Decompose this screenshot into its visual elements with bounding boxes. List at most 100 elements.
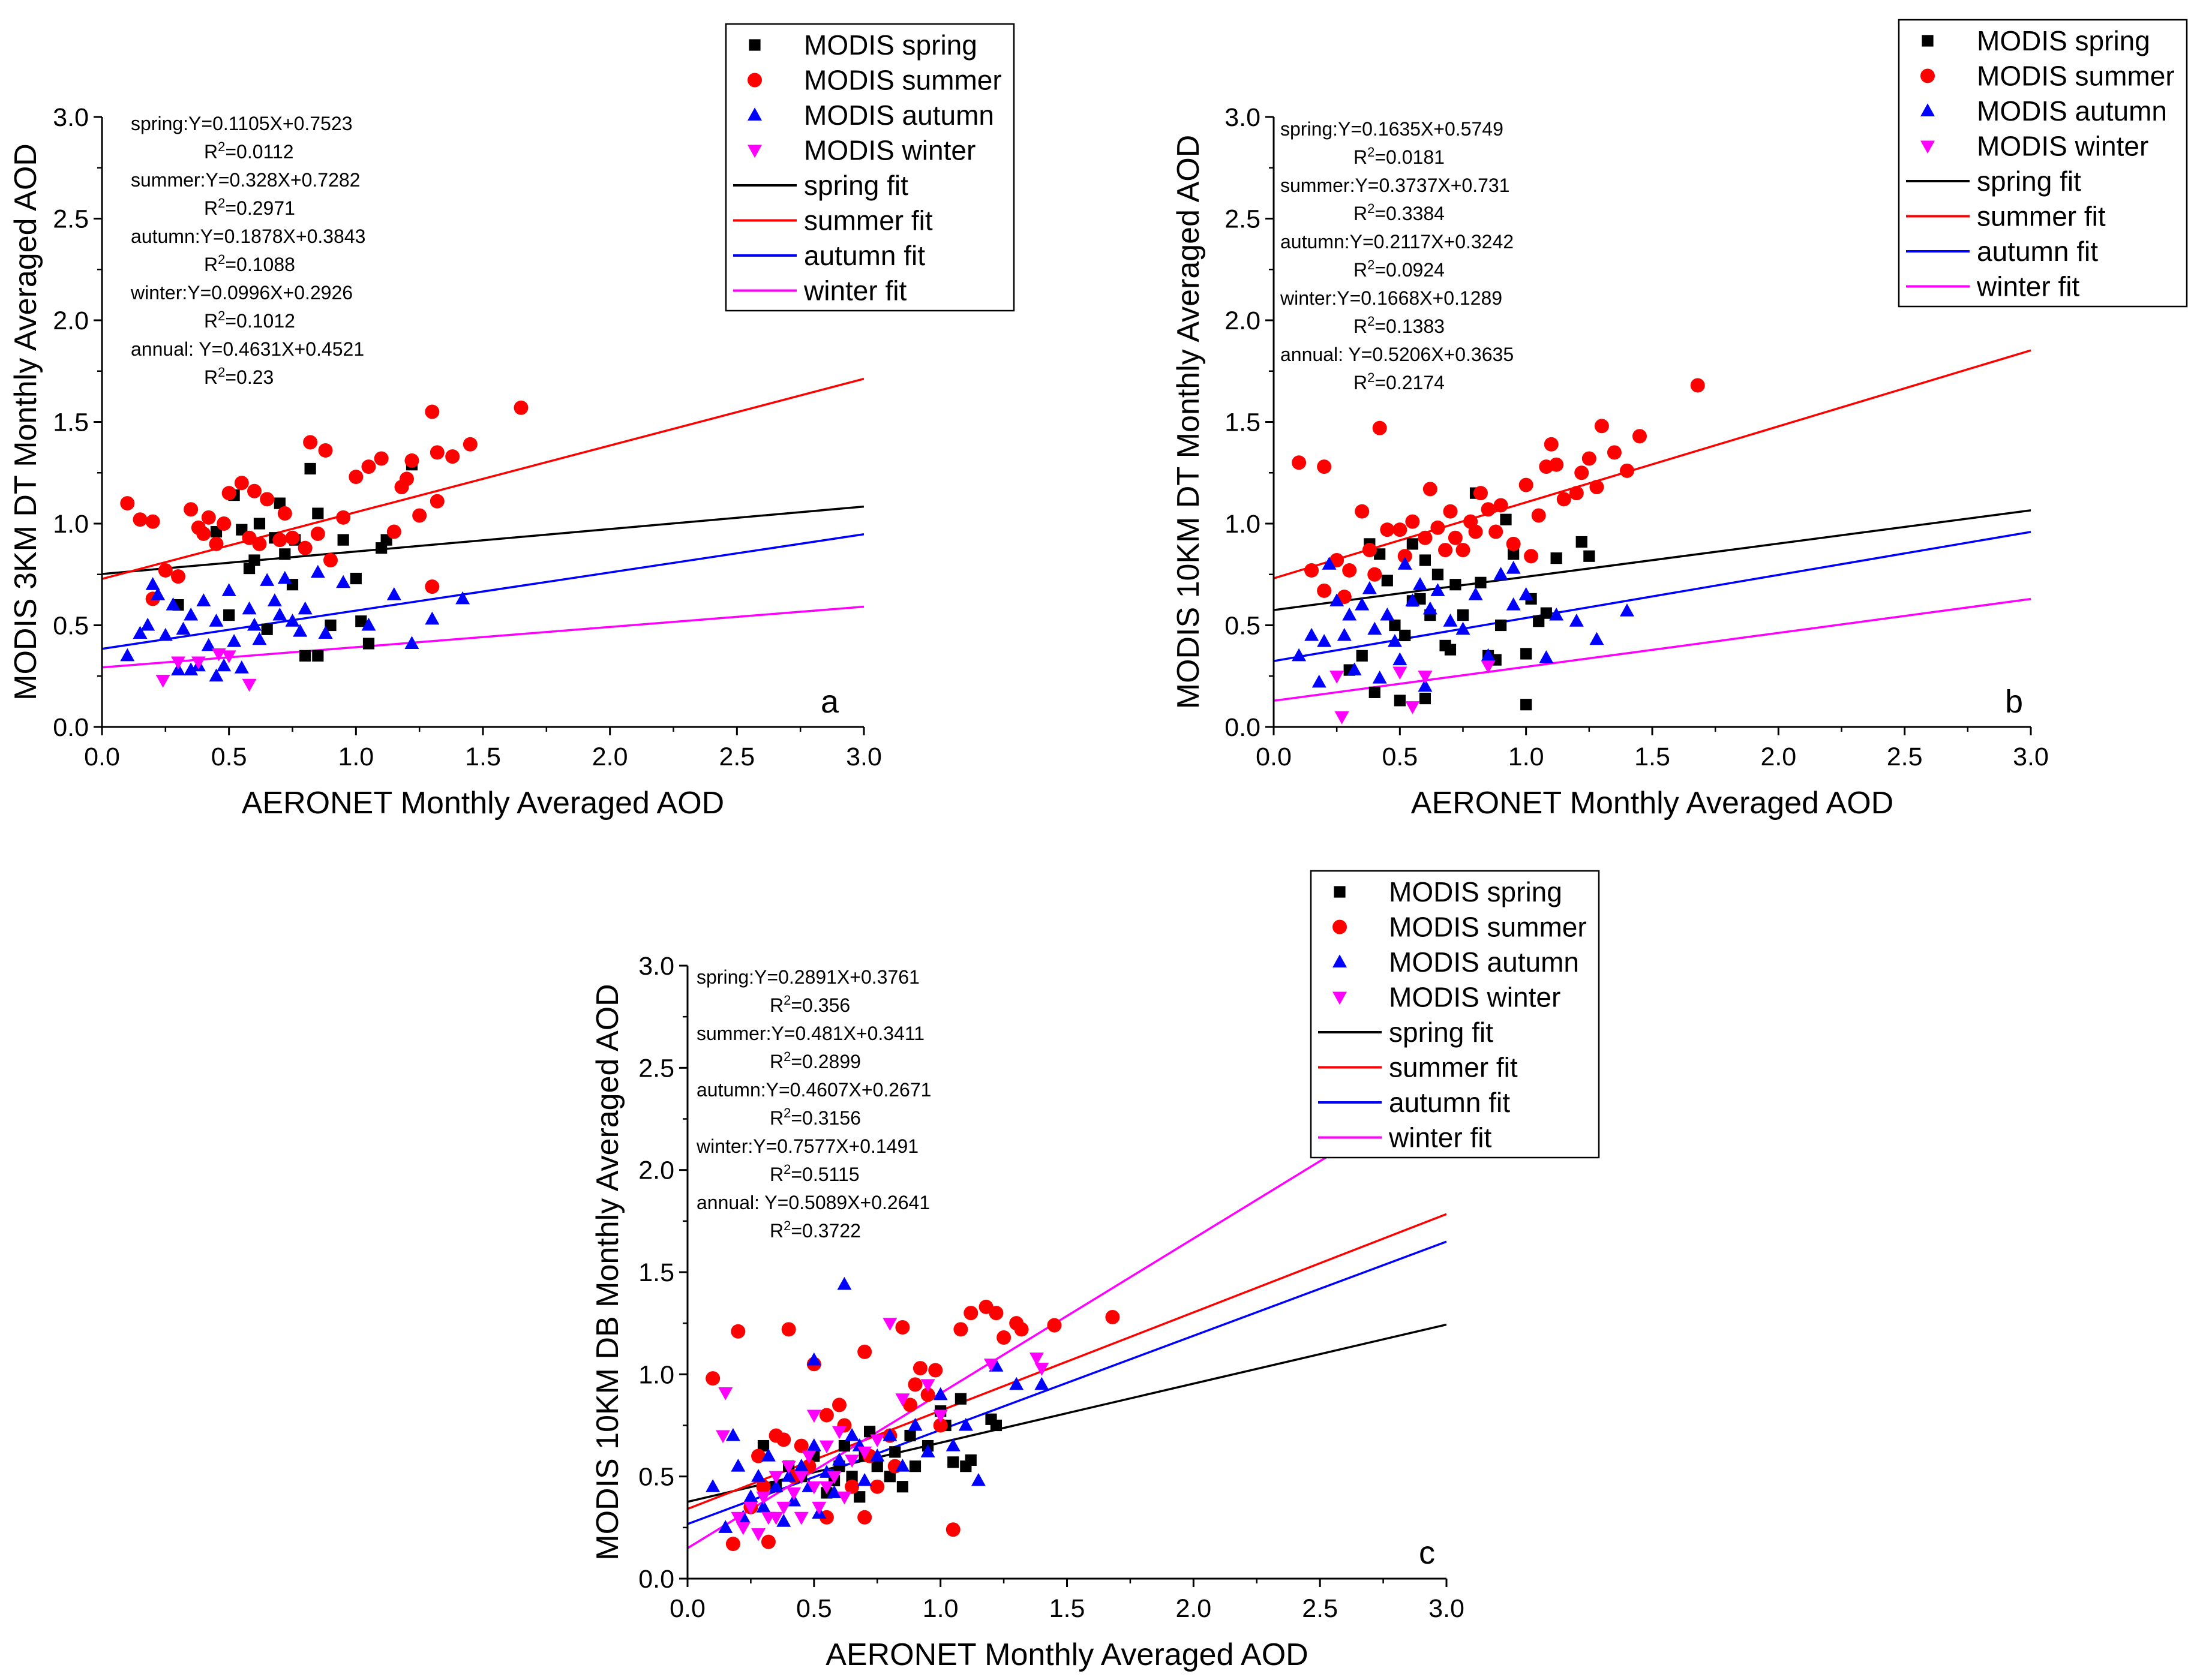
summer-point xyxy=(1632,429,1647,444)
spring-point xyxy=(1374,548,1386,560)
autumn-point xyxy=(1506,560,1521,574)
summer-point xyxy=(1506,536,1521,551)
summer-point xyxy=(920,1387,935,1402)
r-squared-text: R2=0.2174 xyxy=(1353,370,1445,393)
winter-point xyxy=(870,1434,885,1447)
autumn-point xyxy=(706,1479,721,1492)
spring-fit-line xyxy=(102,505,864,575)
winter-point xyxy=(883,1318,898,1331)
scatter-points xyxy=(1292,378,1705,725)
summer-point xyxy=(217,516,232,531)
legend-label: MODIS spring xyxy=(1977,25,2150,56)
summer-point xyxy=(247,483,262,498)
spring-point xyxy=(1368,686,1380,698)
y-tick-label: 2.0 xyxy=(53,306,89,335)
autumn-point xyxy=(267,593,282,606)
summer-point xyxy=(776,1432,791,1447)
y-tick-label: 1.5 xyxy=(53,408,89,437)
autumn-point xyxy=(1405,593,1420,606)
spring-point xyxy=(325,619,337,632)
y-tick-label: 0.5 xyxy=(1224,612,1260,641)
summer-point xyxy=(430,445,445,460)
winter-point xyxy=(1334,711,1349,725)
summer-point xyxy=(1105,1309,1120,1324)
winter-point xyxy=(933,1409,948,1423)
y-tick-label: 2.5 xyxy=(53,205,89,234)
summer-point xyxy=(400,471,414,486)
x-tick-label: 1.0 xyxy=(923,1594,959,1623)
legend-label: spring fit xyxy=(1389,1017,1493,1048)
spring-point xyxy=(1381,575,1393,587)
summer-point xyxy=(1362,543,1377,558)
autumn-point xyxy=(883,1427,898,1441)
summer-point xyxy=(1014,1322,1029,1337)
autumn-point xyxy=(845,1427,860,1441)
winter-point xyxy=(794,1471,809,1484)
autumn-point xyxy=(209,614,224,627)
r-squared-text: R2=0.0924 xyxy=(1353,257,1445,281)
legend-label: spring fit xyxy=(1977,166,2081,197)
autumn-point xyxy=(386,587,401,600)
spring-point xyxy=(337,534,349,546)
equation-text: winter:Y=0.7577X+0.1491 xyxy=(696,1135,919,1157)
autumn-point xyxy=(151,587,166,600)
summer-point xyxy=(706,1371,721,1386)
equation-text: autumn:Y=0.4607X+0.2671 xyxy=(697,1079,931,1101)
summer-point xyxy=(1589,479,1604,494)
autumn-point xyxy=(1322,557,1337,570)
panel-letter: a xyxy=(821,684,839,720)
winter-point xyxy=(802,1450,817,1464)
summer-point xyxy=(1468,524,1483,539)
legend-marker xyxy=(1332,954,1347,967)
winter-fit-line xyxy=(1274,597,2031,702)
legend-marker xyxy=(1332,991,1347,1005)
autumn-point xyxy=(209,668,224,682)
equation-text: spring:Y=0.1105X+0.7523 xyxy=(131,113,352,134)
r-squared-text: R2=0.2971 xyxy=(204,196,295,219)
r-squared-text: R2=0.3384 xyxy=(1353,201,1445,224)
autumn-point xyxy=(176,621,191,635)
autumn-point xyxy=(227,634,242,647)
autumn-point xyxy=(404,636,419,650)
summer-point xyxy=(1581,451,1596,466)
equation-text: winter:Y=0.1668X+0.1289 xyxy=(1280,287,1502,309)
summer-point xyxy=(832,1398,847,1412)
winter-point xyxy=(920,1379,935,1392)
autumn-point xyxy=(1506,597,1521,611)
spring-point xyxy=(355,615,367,627)
autumn-point xyxy=(1493,567,1508,580)
summer-point xyxy=(1493,498,1508,513)
x-tick-label: 2.5 xyxy=(1887,743,1923,771)
summer-point xyxy=(425,579,440,594)
y-tick-label: 2.5 xyxy=(1224,205,1260,234)
spring-point xyxy=(1495,619,1507,632)
x-tick-label: 1.0 xyxy=(1508,743,1544,771)
autumn-point xyxy=(1372,671,1387,684)
summer-point xyxy=(1392,522,1407,537)
winter-point xyxy=(756,1491,771,1505)
spring-point xyxy=(1449,579,1461,591)
legend-marker xyxy=(1922,35,1934,47)
winter-point xyxy=(806,1409,821,1423)
x-tick-label: 2.0 xyxy=(1175,1594,1211,1623)
autumn-point xyxy=(184,607,199,621)
spring-point xyxy=(838,1439,851,1452)
spring-point xyxy=(904,1429,916,1442)
equation-text: spring:Y=0.1635X+0.5749 xyxy=(1280,118,1503,140)
summer-point xyxy=(933,1418,948,1433)
spring-point xyxy=(1419,692,1431,705)
spring-point xyxy=(1583,550,1595,562)
spring-point xyxy=(312,650,324,662)
spring-point xyxy=(362,638,375,650)
autumn-point xyxy=(166,597,181,611)
y-tick-label: 2.0 xyxy=(638,1156,674,1185)
spring-point xyxy=(1500,513,1512,525)
y-tick-label: 1.0 xyxy=(638,1360,674,1389)
autumn-point xyxy=(1337,627,1352,641)
spring-point xyxy=(350,572,362,585)
winter-point xyxy=(787,1487,802,1501)
r-squared-text: R2=0.1383 xyxy=(1353,314,1445,337)
summer-point xyxy=(221,486,236,501)
summer-point xyxy=(1397,549,1412,564)
